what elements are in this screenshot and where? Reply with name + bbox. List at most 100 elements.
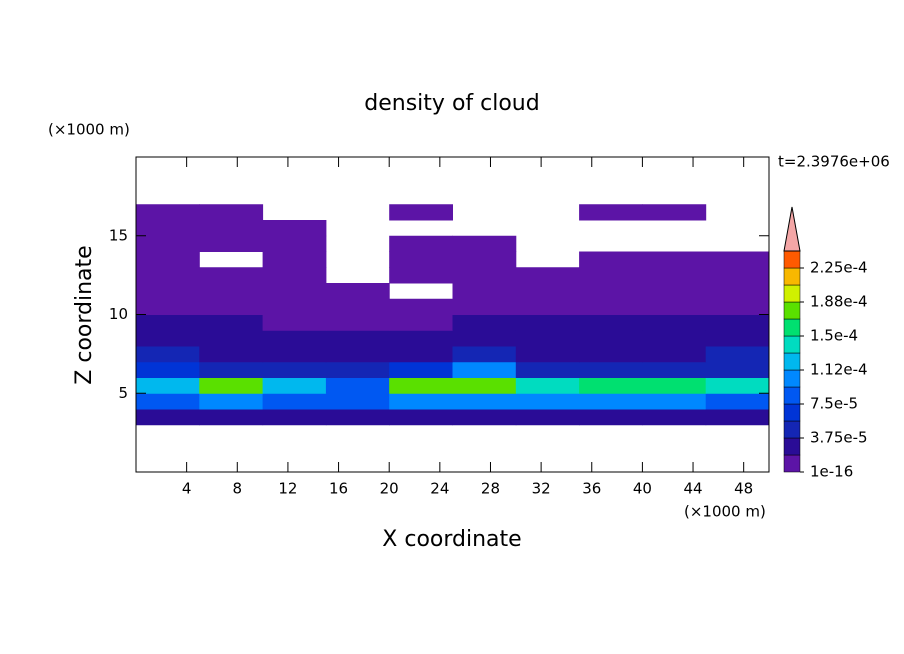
x-tick-label: 4: [182, 480, 192, 498]
colorbar-label: 1e-16: [810, 463, 853, 481]
field-cell: [262, 346, 327, 363]
field-cell: [262, 298, 327, 315]
colorbar-band: [783, 369, 801, 388]
field-cell: [452, 377, 517, 394]
field-cell: [642, 409, 707, 426]
field-cell: [579, 267, 643, 284]
field-cell: [579, 283, 643, 300]
field-cell: [642, 330, 707, 347]
field-cell: [579, 204, 643, 221]
field-cell: [579, 393, 643, 410]
field-cell: [642, 298, 707, 315]
field-cell: [136, 251, 200, 268]
field-cell: [136, 330, 200, 347]
field-cell: [579, 298, 643, 315]
colorbar-band: [783, 335, 801, 354]
field-cell: [579, 330, 643, 347]
field-cell: [515, 283, 580, 300]
field-cell: [136, 204, 200, 221]
field-cell: [579, 409, 643, 426]
field-cell: [199, 267, 264, 284]
colorbar-band: [783, 301, 801, 320]
field-cell: [325, 314, 390, 331]
field-cell: [705, 393, 770, 410]
colorbar-band: [783, 403, 801, 422]
field-cell: [642, 267, 707, 284]
field-cell: [705, 314, 770, 331]
field-cell: [325, 330, 390, 347]
colorbar-band: [783, 437, 801, 456]
field-cell: [325, 409, 390, 426]
field-cell: [325, 393, 390, 410]
field-cell: [389, 330, 453, 347]
x-tick-label: 24: [430, 480, 449, 498]
field-cell: [389, 409, 453, 426]
field-cell: [705, 346, 770, 363]
field-cell: [136, 377, 200, 394]
field-cell: [705, 377, 770, 394]
field-cell: [136, 235, 200, 252]
field-cell: [389, 393, 453, 410]
field-cell: [579, 314, 643, 331]
colorbar-band: [783, 284, 801, 303]
field-cell: [325, 346, 390, 363]
field-cell: [199, 204, 264, 221]
y-unit: (×1000 m): [48, 121, 130, 139]
field-cell: [705, 409, 770, 426]
field-cell: [705, 330, 770, 347]
colorbar-extension: [783, 206, 801, 252]
field-cell: [199, 314, 264, 331]
field-cell: [199, 283, 264, 300]
y-tick-label: 10: [109, 305, 128, 323]
field-cell: [262, 235, 327, 252]
field-cell: [515, 346, 580, 363]
field-cell: [452, 235, 517, 252]
field-cell: [705, 251, 770, 268]
colorbar-band: [783, 250, 801, 269]
field-cell: [642, 314, 707, 331]
x-tick-label: 16: [329, 480, 348, 498]
y-tick-label: 15: [109, 226, 128, 244]
chart-title: density of cloud: [364, 91, 539, 116]
field-cell: [199, 377, 264, 394]
field-cell: [579, 251, 643, 268]
field-cell: [325, 361, 390, 378]
x-tick-label: 12: [278, 480, 297, 498]
field-cell: [136, 314, 200, 331]
field-cell: [515, 377, 580, 394]
x-tick-label: 36: [582, 480, 601, 498]
field-cell: [199, 220, 264, 237]
x-tick-label: 28: [481, 480, 500, 498]
field-cell: [515, 314, 580, 331]
colorbar-label: 1.12e-4: [810, 361, 868, 379]
field-cell: [515, 393, 580, 410]
field-cell: [642, 346, 707, 363]
colorbar-label: 7.5e-5: [810, 395, 858, 413]
field-cell: [136, 220, 200, 237]
field-cell: [452, 330, 517, 347]
x-tick-label: 32: [532, 480, 551, 498]
x-axis-label: X coordinate: [382, 527, 521, 552]
field-cell: [642, 361, 707, 378]
field-cell: [579, 346, 643, 363]
field-cell: [325, 298, 390, 315]
field-cell: [642, 251, 707, 268]
field-cell: [136, 346, 200, 363]
field-cell: [262, 330, 327, 347]
field-cell: [325, 377, 390, 394]
colorbar-band: [783, 318, 801, 337]
field-cell: [136, 283, 200, 300]
field-cell: [705, 267, 770, 284]
field-cell: [389, 346, 453, 363]
field-cell: [452, 251, 517, 268]
field-cell: [452, 267, 517, 284]
field-cell: [262, 409, 327, 426]
field-cell: [199, 409, 264, 426]
colorbar-band: [783, 420, 801, 439]
field-cell: [262, 283, 327, 300]
field-cell: [452, 393, 517, 410]
field-cell: [579, 361, 643, 378]
field-cell: [452, 314, 517, 331]
field-cell: [705, 361, 770, 378]
